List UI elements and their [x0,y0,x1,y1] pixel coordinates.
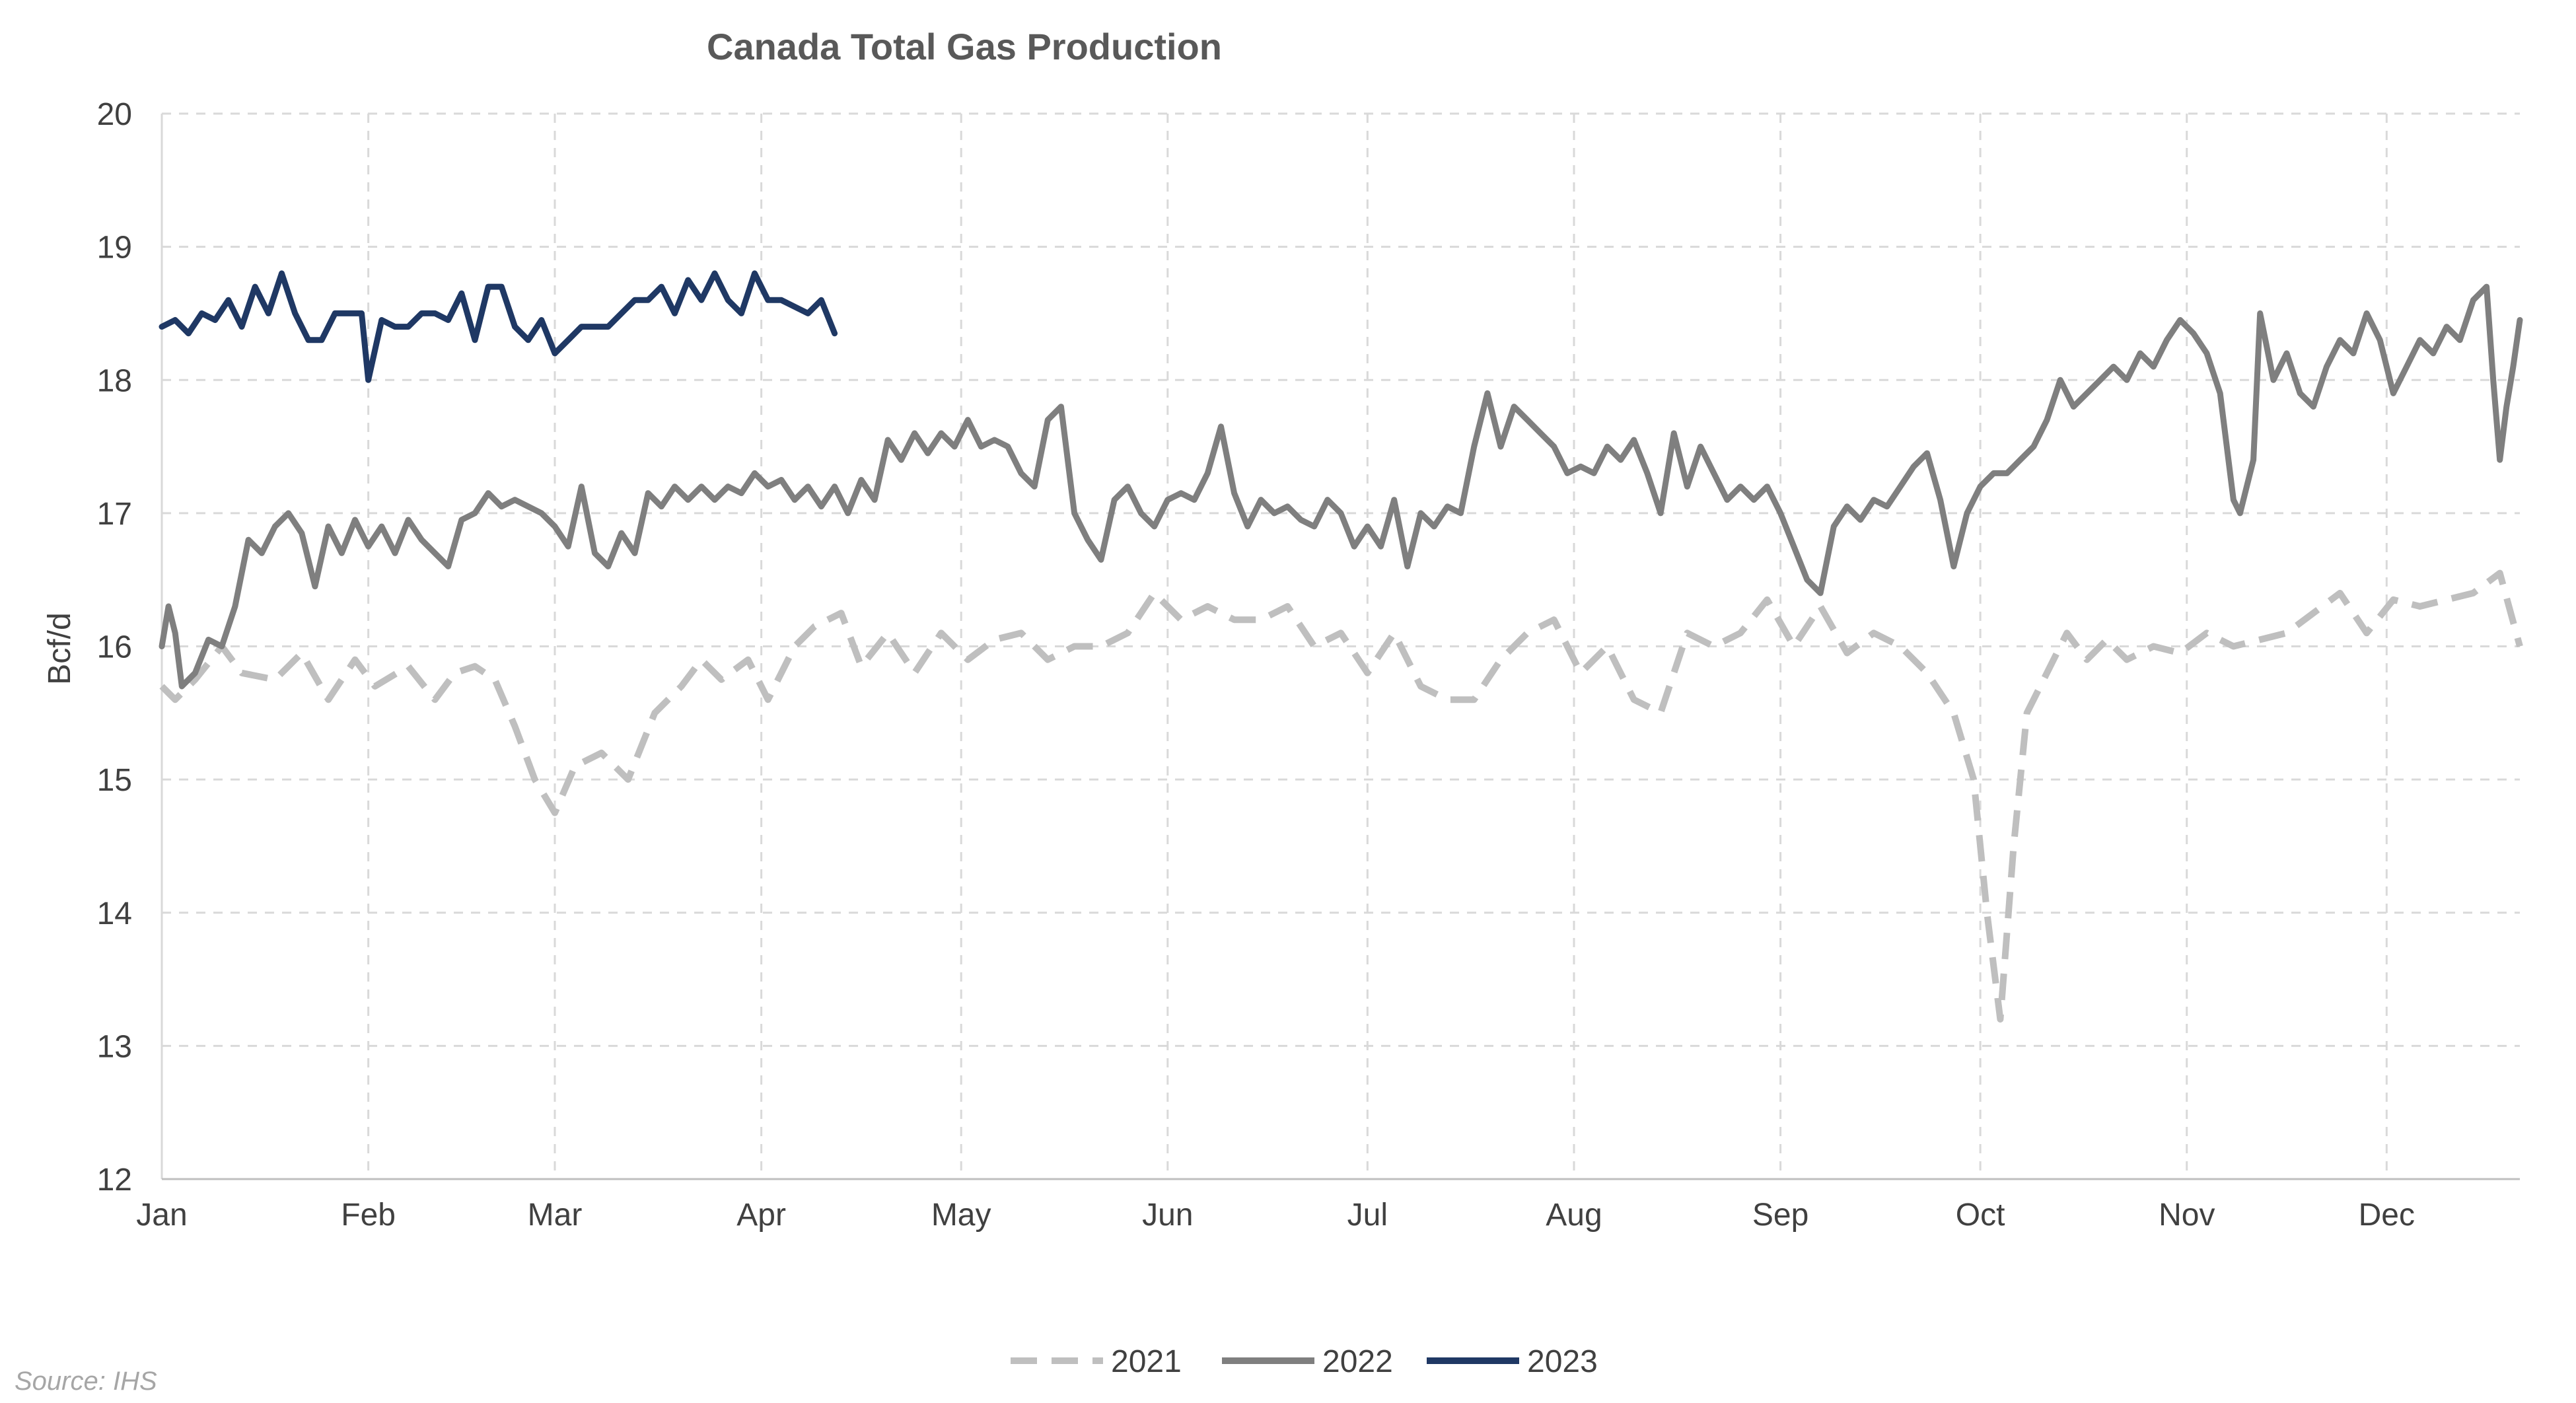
series-line-2023 [159,270,838,383]
source-note: Source: IHS [15,1367,157,1396]
x-tick-label: Mar [528,1198,583,1233]
y-tick-label: 13 [97,1029,132,1064]
x-tick-label: Jan [136,1198,187,1233]
x-tick-label: Feb [341,1198,396,1233]
y-tick-label: 15 [97,763,132,798]
x-tick-label: Sep [1752,1198,1808,1233]
y-tick-label: 19 [97,231,132,266]
y-tick-label: 16 [97,630,132,665]
x-tick-label: Jun [1142,1198,1193,1233]
legend-label-2022: 2022 [1322,1344,1393,1379]
legend: 2021 2022 2023 [1011,1344,1598,1379]
series-layer [159,270,2523,1023]
x-tick-label: Nov [2159,1198,2215,1233]
x-tick-label: Oct [1956,1198,2005,1233]
y-tick-label: 12 [97,1163,132,1198]
y-axis-label: Bcf/d [42,612,77,684]
chart-title: Canada Total Gas Production [707,26,1222,67]
x-tick-label: Aug [1546,1198,1602,1233]
y-tick-label: 14 [97,896,132,931]
legend-label-2021: 2021 [1111,1344,1182,1379]
y-tick-label: 20 [97,97,132,132]
x-tick-label: Jul [1347,1198,1388,1233]
legend-label-2023: 2023 [1527,1344,1598,1379]
y-tick-label: 17 [97,497,132,532]
x-tick-label: Dec [2359,1198,2415,1233]
x-tick-label: Apr [736,1198,786,1233]
x-tick-label: May [931,1198,991,1233]
series-line-2022 [159,283,2523,690]
series-line-2021 [159,569,2523,1023]
axis-layer: 12 13 14 15 16 17 18 19 20 Jan Feb Mar Apr May Jun Jul A… [97,97,2520,1233]
y-tick-label: 18 [97,363,132,398]
